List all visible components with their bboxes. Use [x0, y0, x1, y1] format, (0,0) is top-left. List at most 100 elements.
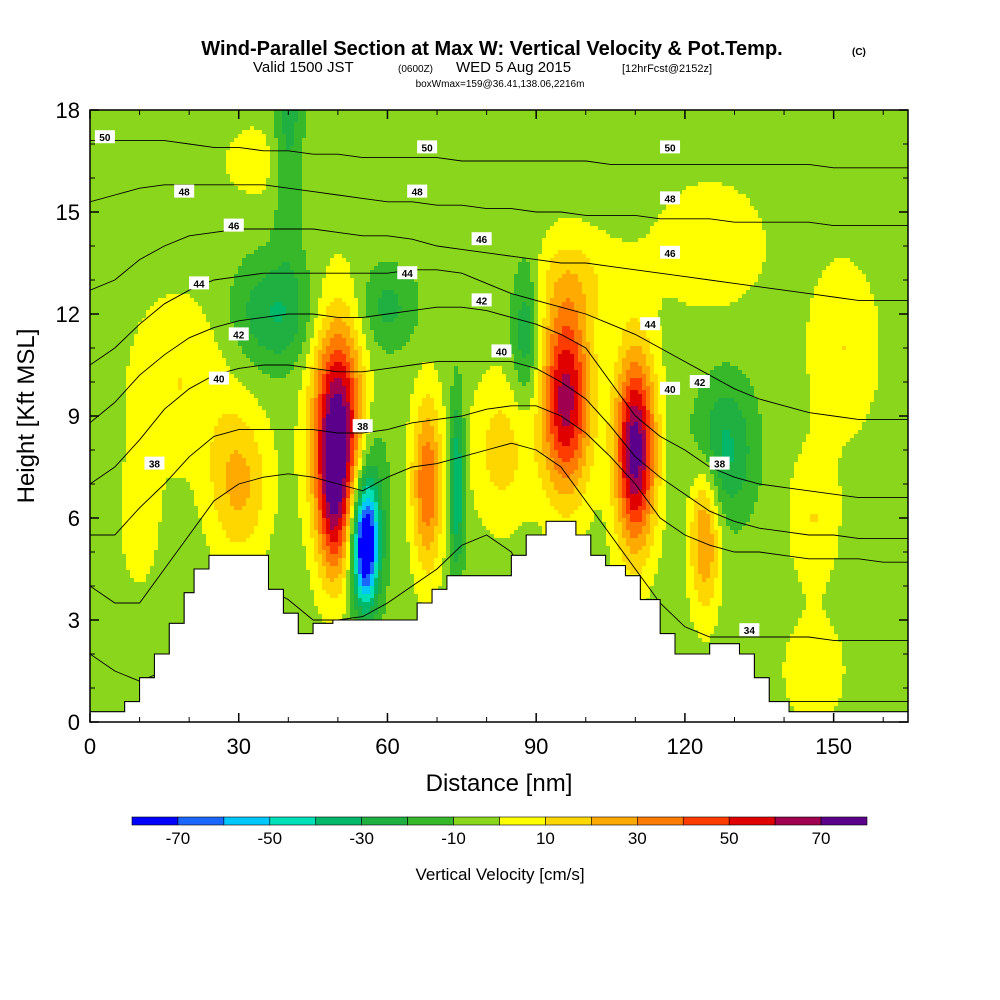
- velocity-cell: [98, 226, 103, 231]
- velocity-cell: [94, 702, 99, 707]
- velocity-cell: [94, 118, 99, 123]
- velocity-cell: [98, 678, 103, 683]
- velocity-cell: [98, 402, 103, 407]
- velocity-cell: [114, 446, 119, 451]
- velocity-cell: [114, 622, 119, 627]
- velocity-cell: [118, 238, 123, 243]
- velocity-cell: [102, 278, 107, 283]
- velocity-cell: [114, 526, 119, 531]
- velocity-cell: [110, 574, 115, 579]
- velocity-cell: [114, 318, 119, 323]
- velocity-cell: [98, 330, 103, 335]
- velocity-cell: [106, 162, 111, 167]
- velocity-cell: [98, 630, 103, 635]
- velocity-cell: [114, 698, 119, 703]
- velocity-cell: [102, 514, 107, 519]
- velocity-cell: [114, 582, 119, 587]
- velocity-cell: [94, 566, 99, 571]
- velocity-cell: [110, 166, 115, 171]
- velocity-cell: [102, 698, 107, 703]
- velocity-cell: [114, 150, 119, 155]
- velocity-cell: [114, 570, 119, 575]
- velocity-cell: [106, 178, 111, 183]
- velocity-cell: [94, 666, 99, 671]
- velocity-cell: [94, 298, 99, 303]
- velocity-cell: [114, 606, 119, 611]
- velocity-cell: [110, 514, 115, 519]
- velocity-cell: [114, 306, 119, 311]
- velocity-cell: [102, 442, 107, 447]
- velocity-cell: [102, 346, 107, 351]
- velocity-cell: [110, 506, 115, 511]
- velocity-cell: [98, 634, 103, 639]
- valid-time-utc: (0600Z): [398, 64, 433, 75]
- velocity-cell: [114, 350, 119, 355]
- velocity-cell: [114, 550, 119, 555]
- velocity-cell: [94, 386, 99, 391]
- velocity-cell: [114, 226, 119, 231]
- velocity-cell: [114, 262, 119, 267]
- velocity-cell: [110, 158, 115, 163]
- velocity-cell: [106, 570, 111, 575]
- velocity-cell: [110, 630, 115, 635]
- velocity-cell: [106, 526, 111, 531]
- velocity-cell: [106, 426, 111, 431]
- velocity-cell: [98, 506, 103, 511]
- velocity-cell: [118, 118, 123, 123]
- velocity-cell: [110, 486, 115, 491]
- velocity-cell: [94, 522, 99, 527]
- velocity-cell: [114, 290, 119, 295]
- velocity-cell: [94, 234, 99, 239]
- velocity-cell: [110, 422, 115, 427]
- velocity-cell: [94, 530, 99, 535]
- velocity-cell: [102, 574, 107, 579]
- velocity-cell: [106, 390, 111, 395]
- velocity-cell: [114, 118, 119, 123]
- velocity-cell: [102, 414, 107, 419]
- velocity-cell: [110, 530, 115, 535]
- velocity-cell: [110, 386, 115, 391]
- velocity-cell: [110, 538, 115, 543]
- velocity-cell: [114, 494, 119, 499]
- velocity-cell: [102, 274, 107, 279]
- velocity-cell: [94, 602, 99, 607]
- velocity-cell: [110, 582, 115, 587]
- velocity-cell: [118, 266, 123, 271]
- velocity-cell: [114, 474, 119, 479]
- velocity-cell: [98, 550, 103, 555]
- velocity-cell: [106, 190, 111, 195]
- velocity-cell: [98, 498, 103, 503]
- velocity-cell: [94, 574, 99, 579]
- velocity-cell: [114, 618, 119, 623]
- velocity-cell: [114, 298, 119, 303]
- velocity-cell: [114, 230, 119, 235]
- velocity-cell: [114, 546, 119, 551]
- velocity-cell: [102, 490, 107, 495]
- velocity-cell: [106, 538, 111, 543]
- velocity-cell: [110, 414, 115, 419]
- velocity-cell: [118, 182, 123, 187]
- velocity-cell: [102, 262, 107, 267]
- velocity-cell: [110, 498, 115, 503]
- velocity-cell: [94, 258, 99, 263]
- velocity-cell: [118, 158, 123, 163]
- velocity-cell: [94, 246, 99, 251]
- velocity-cell: [102, 562, 107, 567]
- velocity-cell: [118, 194, 123, 199]
- velocity-cell: [98, 538, 103, 543]
- velocity-cell: [114, 610, 119, 615]
- velocity-cell: [106, 414, 111, 419]
- velocity-cell: [94, 698, 99, 703]
- velocity-cell: [110, 690, 115, 695]
- velocity-cell: [114, 182, 119, 187]
- velocity-cell: [102, 434, 107, 439]
- velocity-cell: [94, 374, 99, 379]
- velocity-cell: [102, 506, 107, 511]
- velocity-cell: [98, 458, 103, 463]
- velocity-cell: [114, 706, 119, 711]
- velocity-cell: [94, 318, 99, 323]
- velocity-cell: [102, 382, 107, 387]
- velocity-cell: [110, 186, 115, 191]
- velocity-cell: [110, 566, 115, 571]
- velocity-cell: [98, 270, 103, 275]
